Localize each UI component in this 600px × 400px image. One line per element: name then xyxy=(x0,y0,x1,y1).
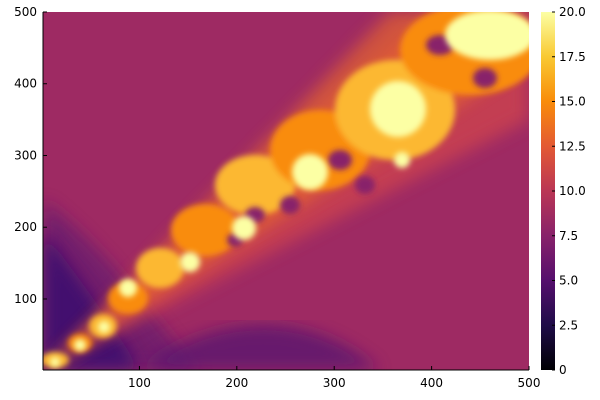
colorbar-tick-label: 12.5 xyxy=(559,139,586,153)
y-tick-label: 400 xyxy=(14,77,37,91)
heatmap-brightest-nodes xyxy=(50,12,529,367)
colorbar-tick-label: 2.5 xyxy=(559,318,578,332)
y-axis-ticks: 100 200 300 400 500 xyxy=(14,5,47,306)
y-tick-label: 100 xyxy=(14,292,37,306)
colorbar xyxy=(541,12,555,370)
x-tick-label: 300 xyxy=(323,376,346,390)
plot-area xyxy=(43,12,529,370)
colorbar-tick-label: 7.5 xyxy=(559,229,578,243)
heatmap-region-dark-bottom xyxy=(43,324,380,370)
y-tick-label: 200 xyxy=(14,220,37,234)
colorbar-tick-label: 5.0 xyxy=(559,274,578,288)
colorbar-tick-label: 15.0 xyxy=(559,95,586,109)
colorbar-tick-label: 17.5 xyxy=(559,50,586,64)
x-tick-label: 400 xyxy=(420,376,443,390)
colorbar-tick-label: 20.0 xyxy=(559,5,586,19)
x-tick-label: 500 xyxy=(518,376,541,390)
x-tick-label: 100 xyxy=(128,376,151,390)
x-tick-label: 200 xyxy=(225,376,248,390)
heatmap-region-dark-lower-left xyxy=(43,230,140,370)
x-axis-ticks: 100 200 300 400 500 xyxy=(128,366,540,390)
heatmap-region-dark-upper-left xyxy=(43,12,200,370)
colorbar-tick-label: 0 xyxy=(559,363,567,377)
colorbar-ticks: 0 2.5 5.0 7.5 10.0 12.5 15.0 17.5 20.0 xyxy=(552,5,586,377)
y-tick-label: 300 xyxy=(14,148,37,162)
colorbar-tick-label: 10.0 xyxy=(559,184,586,198)
y-tick-label: 500 xyxy=(14,5,37,19)
